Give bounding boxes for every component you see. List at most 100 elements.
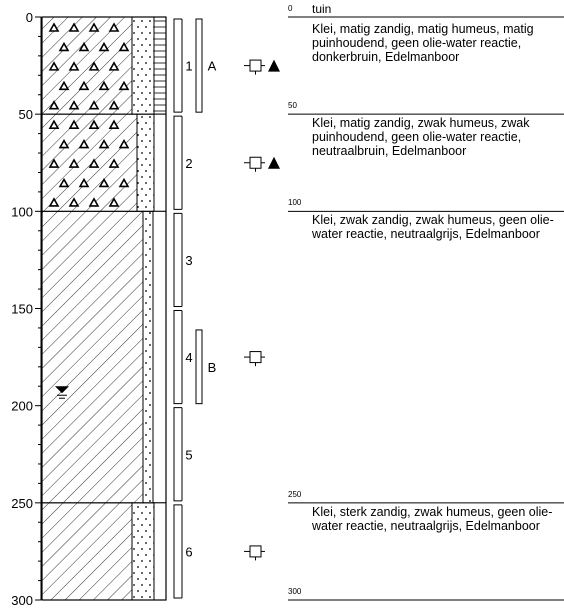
rubble-symbol — [88, 61, 100, 71]
depth-tick-label: 300 — [11, 593, 33, 608]
sample-id: 3 — [185, 253, 192, 268]
layer-depth-label: 0 — [288, 4, 293, 13]
rubble-symbol — [108, 197, 120, 207]
column-edge — [153, 113, 167, 212]
rubble-symbol — [88, 158, 100, 168]
rubble-symbol — [98, 138, 110, 149]
mixed-sample-bar — [195, 329, 203, 405]
rubble-symbol — [48, 61, 60, 71]
rubble-symbol — [78, 177, 90, 188]
rubble-symbol — [118, 41, 130, 52]
rubble-symbol — [108, 22, 120, 32]
sample-box-icon — [249, 59, 262, 72]
rubble-symbol — [68, 158, 80, 168]
depth-tick-label: 0 — [26, 10, 33, 25]
analysis-markers — [244, 59, 280, 561]
rubble-symbol — [108, 158, 120, 168]
clay-fill — [41, 113, 138, 212]
lithology-column — [41, 16, 167, 601]
sample-bracket — [173, 310, 182, 405]
column-edge — [153, 502, 167, 601]
sample-intervals: 1 2 3 4 5 6 — [173, 18, 193, 599]
clay-fill — [41, 502, 133, 601]
groundwater-level-marker — [55, 386, 69, 399]
sample-bracket — [173, 115, 182, 210]
rubble-symbol — [88, 22, 100, 32]
sand-fill — [136, 113, 155, 212]
rubble-symbol — [118, 177, 130, 188]
rubble-symbol — [108, 61, 120, 71]
rubble-symbol — [108, 100, 120, 110]
sample-id: 4 — [185, 350, 192, 365]
layer-separators — [288, 16, 564, 601]
rubble-symbol — [68, 61, 80, 71]
column-edge — [152, 210, 167, 504]
sample-bracket — [173, 212, 182, 307]
sample-bracket — [173, 407, 182, 502]
sample-id: 5 — [185, 447, 192, 462]
mixed-sample-bar — [195, 18, 203, 113]
sample-id: 6 — [185, 544, 192, 559]
sand-fill — [131, 502, 155, 601]
depth-tick-label: 150 — [11, 302, 33, 317]
rubble-symbol — [48, 100, 60, 110]
rubble-symbol — [88, 119, 100, 129]
rubble-symbol — [98, 41, 110, 52]
rubble-symbol — [78, 41, 90, 52]
depth-axis: 0 50 100 150 200 250 300 — [11, 10, 42, 608]
rubble-symbol — [118, 138, 130, 149]
sand-fill — [131, 16, 155, 115]
clay-fill — [41, 16, 133, 115]
sample-box-icon — [249, 351, 262, 364]
sample-bracket — [173, 504, 182, 599]
rubble-symbol — [58, 80, 70, 91]
analysis-triangle-icon — [268, 59, 280, 72]
rubble-symbol — [78, 80, 90, 91]
sample-box-icon — [249, 545, 262, 558]
layer-description: Klei, matig zandig, zwak humeus, zwak pu… — [312, 116, 530, 159]
end-depth-label: 300 — [288, 587, 302, 596]
sand-fill — [142, 210, 154, 504]
rubble-symbol — [98, 80, 110, 91]
rubble-symbol — [48, 119, 60, 129]
rubble-symbol — [88, 100, 100, 110]
rubble-symbol — [68, 22, 80, 32]
clay-fill — [41, 210, 144, 504]
rubble-symbol — [108, 119, 120, 129]
rubble-symbol — [98, 177, 110, 188]
depth-tick-label: 250 — [11, 496, 33, 511]
rubble-symbol — [58, 177, 70, 188]
layer-depth-label: 250 — [288, 489, 302, 499]
rubble-symbol — [78, 138, 90, 149]
rubble-symbol — [58, 138, 70, 149]
fine-layer-fill — [153, 16, 167, 115]
mixed-sample-id: B — [208, 360, 217, 375]
layer-description: Klei, zwak zandig, zwak humeus, geen oli… — [312, 213, 554, 242]
depth-axis-labels: 0 50 100 150 200 250 300 — [11, 10, 33, 608]
mixed-sample-intervals: AB — [195, 18, 217, 405]
rubble-symbol — [118, 80, 130, 91]
depth-tick-label: 200 — [11, 399, 33, 414]
rubble-symbol — [68, 119, 80, 129]
rubble-symbol — [48, 22, 60, 32]
sample-id: 2 — [185, 156, 192, 171]
layer-depth-label: 50 — [288, 101, 297, 111]
rubble-symbol — [58, 41, 70, 52]
rubble-symbol — [68, 197, 80, 207]
rubble-symbol — [48, 197, 60, 207]
sample-id: 1 — [185, 59, 192, 74]
depth-tick-label: 50 — [19, 107, 33, 122]
sample-bracket — [173, 18, 182, 113]
layer-description: Klei, sterk zandig, zwak humeus, geen ol… — [312, 504, 553, 533]
location-label: tuin — [312, 2, 332, 16]
analysis-triangle-icon — [268, 156, 280, 169]
rubble-symbol — [88, 197, 100, 207]
depth-axis-ticks — [35, 16, 41, 601]
sample-box-icon — [249, 156, 262, 169]
depth-tick-label: 100 — [11, 204, 33, 219]
layer-description: Klei, matig zandig, matig humeus, matig … — [312, 22, 534, 64]
water-level-triangle — [55, 386, 69, 394]
column-outline — [41, 16, 167, 601]
rubble-symbol — [68, 100, 80, 110]
